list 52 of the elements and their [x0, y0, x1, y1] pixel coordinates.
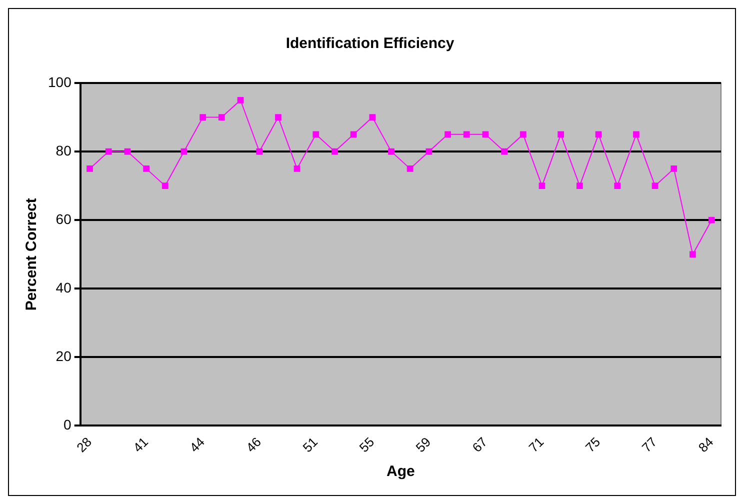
point [369, 114, 376, 120]
x-tick-label: 55 [356, 434, 378, 456]
x-tick-label: 41 [130, 434, 151, 456]
point [595, 131, 602, 138]
point [86, 166, 93, 172]
point [162, 182, 168, 190]
x-tick-label: 28 [74, 434, 94, 456]
point [501, 148, 508, 155]
x-tick-label: 46 [243, 434, 264, 456]
y-tick-label: 60 [56, 210, 72, 227]
y-tick-label: 40 [56, 280, 72, 296]
y-tick-label: 100 [48, 74, 72, 90]
x-axis-title: Age [386, 463, 415, 480]
point [105, 148, 112, 155]
point [463, 131, 470, 138]
y-tick-label: 0 [64, 416, 72, 433]
point [256, 148, 263, 155]
point [708, 216, 715, 224]
point [652, 182, 658, 190]
x-tick-label: 67 [469, 434, 490, 456]
x-tick-label: 59 [412, 434, 434, 456]
point [482, 131, 489, 138]
point [614, 182, 621, 190]
x-tick-label: 44 [186, 434, 208, 456]
x-tick-label: 75 [582, 434, 604, 456]
point [332, 148, 338, 155]
x-tick-label: 84 [695, 434, 716, 456]
point [218, 114, 225, 120]
point [576, 182, 583, 190]
point [294, 166, 300, 172]
x-tick-label: 51 [300, 434, 321, 456]
point [275, 114, 282, 120]
point [312, 131, 320, 138]
point [538, 182, 546, 190]
point [444, 131, 451, 138]
x-tick-label: 71 [526, 434, 547, 456]
point [143, 166, 150, 172]
chart-title: Identification Efficiency [286, 35, 455, 52]
point [350, 131, 357, 138]
point [406, 166, 414, 172]
y-tick-label: 80 [56, 142, 72, 158]
point [558, 131, 564, 138]
point [388, 148, 394, 155]
y-axis-title: Percent Correct [23, 198, 40, 311]
point [690, 251, 696, 258]
y-tick-label: 20 [56, 348, 72, 364]
point [237, 96, 244, 104]
point [670, 166, 678, 172]
x-tick-label: 77 [638, 434, 660, 456]
point [520, 131, 526, 138]
point [633, 131, 640, 138]
point [200, 114, 206, 120]
